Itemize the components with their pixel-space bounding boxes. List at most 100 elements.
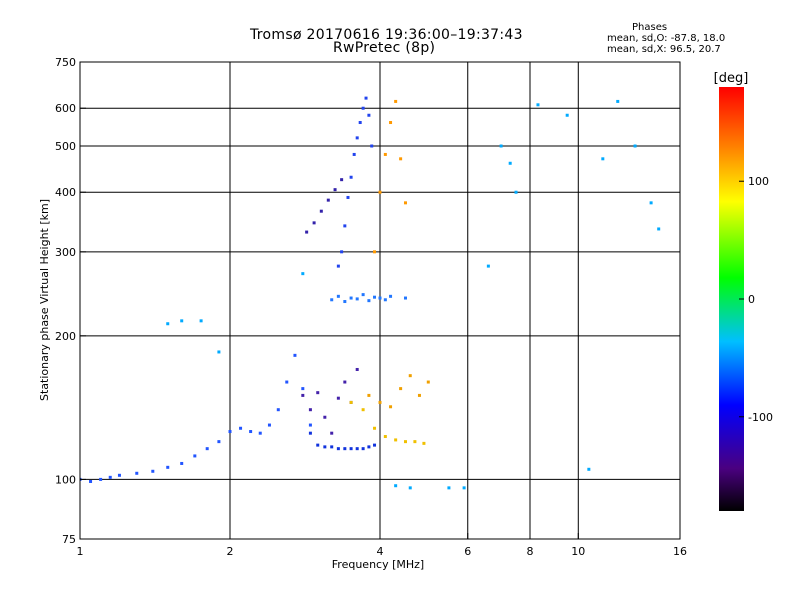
y-axis-label: Stationary phase Virtual Height [km] [38,199,51,401]
chart-title: Tromsø 20170616 19:36:00–19:37:43 [250,27,523,43]
data-point [378,190,382,194]
data-point [355,136,359,140]
data-point [308,423,312,427]
data-point [601,157,605,161]
axis-ticks [79,61,681,540]
y-tick-label: 400 [55,186,76,199]
data-point [417,393,421,397]
data-point [343,224,347,228]
data-point [383,298,387,302]
x-tick-label: 8 [527,545,534,558]
data-point [394,438,398,442]
data-point [336,264,340,268]
x-tick-label: 16 [673,545,687,558]
data-point [358,121,362,125]
scatter-points [80,96,661,490]
data-point [378,400,382,404]
data-point [301,387,305,391]
data-point [367,445,371,449]
data-point [316,391,320,395]
data-point [536,103,540,107]
data-point [370,144,374,148]
data-point [408,486,412,490]
data-point [330,431,334,435]
data-point [349,296,353,300]
data-point [180,319,184,323]
data-point [355,367,359,371]
grid-lines [80,62,680,539]
data-point [389,294,393,298]
data-point [108,475,112,479]
phase-stats-x-line: mean, sd,X: 96.5, 20.7 [607,44,721,55]
data-point [316,443,320,447]
data-point [340,250,344,254]
data-point [343,447,347,451]
data-point [361,293,365,297]
data-point [343,300,347,304]
data-point [166,322,170,326]
data-point [447,486,451,490]
data-point [340,178,344,182]
data-point [89,479,93,483]
data-point [383,152,387,156]
x-axis-label: Frequency [MHz] [332,558,424,571]
data-point [217,350,221,354]
colorbar-tick-label: 0 [748,293,755,306]
y-tick-label: 75 [62,533,76,546]
data-point [352,152,356,156]
phase-stats-o-line: mean, sd,O: -87.8, 18.0 [607,33,726,44]
data-point [336,294,340,298]
data-point [319,209,323,213]
data-point [312,221,316,225]
data-point [349,400,353,404]
data-point [399,387,403,391]
x-tick-label: 2 [227,545,234,558]
data-point [330,298,334,302]
x-tick-label: 4 [377,545,384,558]
data-point [258,431,262,435]
data-point [249,430,253,434]
data-point [330,445,334,449]
x-tick-label: 6 [464,545,471,558]
phase-stats-heading: Phases [632,22,668,33]
data-point [367,113,371,117]
data-point [403,296,407,300]
data-point [285,380,289,384]
data-point [267,423,271,427]
data-point [151,469,155,473]
data-point [403,440,407,444]
data-point [565,113,569,117]
data-point [364,96,368,100]
data-point [301,272,305,276]
data-point [239,426,243,430]
data-point [587,467,591,471]
data-point [355,447,359,451]
data-point [361,408,365,412]
data-point [616,99,620,103]
y-tick-label: 750 [55,56,76,69]
colorbar-ticks: 100 0 -100 [739,175,773,424]
x-tick-label: 1 [77,545,84,558]
chart-subtitle: RwPretec (8p) [333,40,436,56]
data-point [373,443,377,447]
data-point [323,415,327,419]
data-point [301,393,305,397]
data-point [649,201,653,205]
data-point [373,250,377,254]
data-point [349,175,353,179]
data-point [326,198,330,202]
data-point [408,374,412,378]
data-point [217,440,221,444]
data-point [399,157,403,161]
data-point [343,380,347,384]
data-point [413,440,417,444]
data-point [308,408,312,412]
data-point [499,144,503,148]
data-point [422,441,426,445]
data-point [383,435,387,439]
data-point [193,454,197,458]
data-point [394,99,398,103]
colorbar-tick-label: 100 [748,175,769,188]
y-tick-label: 100 [55,473,76,486]
data-point [346,195,350,199]
